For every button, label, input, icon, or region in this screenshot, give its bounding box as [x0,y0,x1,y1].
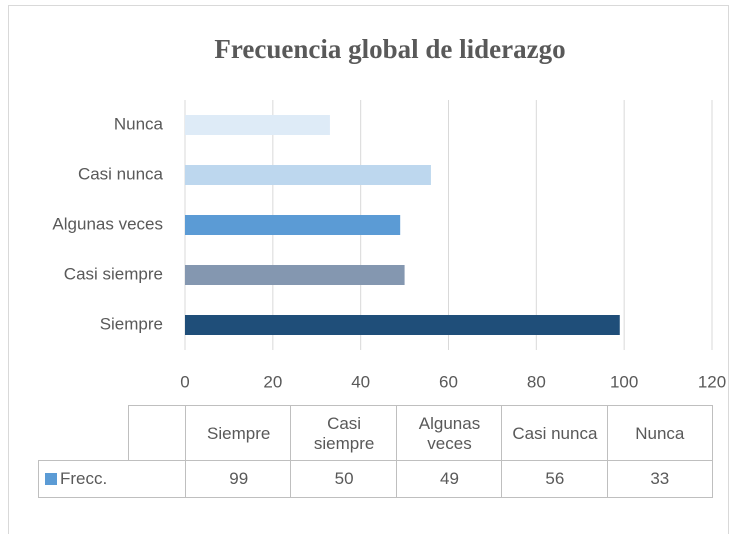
table-value: 56 [501,460,608,498]
legend-swatch [45,473,57,485]
table-value: 49 [395,460,503,498]
legend-label: Frecc. [60,469,108,488]
table-value: 33 [606,460,713,498]
table-header: Casi nunca [501,405,608,461]
table-header: Algunas veces [395,405,503,461]
table-legend: Frecc. [38,460,186,498]
x-tick-label: 40 [351,372,370,391]
bar [185,315,620,335]
x-tick-label: 0 [180,372,189,391]
y-tick-label: Casi siempre [64,264,163,283]
y-tick-label: Siempre [100,314,163,333]
x-tick-label: 100 [610,372,638,391]
x-tick-label: 60 [439,372,458,391]
table-value: 99 [185,460,292,498]
y-tick-label: Algunas veces [52,214,163,233]
bar [185,265,405,285]
chart-border [8,5,729,534]
table-header: Casi siempre [290,405,397,461]
table-header: Siempre [185,405,292,461]
table-value: 50 [290,460,397,498]
chart-title: Frecuencia global de liderazgo [214,34,565,64]
bar [185,165,431,185]
x-tick-label: 20 [263,372,282,391]
table-corner [128,405,186,461]
x-tick-label: 80 [527,372,546,391]
table-header: Nunca [606,405,713,461]
bar [185,115,330,135]
bar [185,215,401,235]
y-tick-label: Casi nunca [78,164,164,183]
x-tick-label: 120 [698,372,726,391]
y-tick-label: Nunca [114,114,164,133]
